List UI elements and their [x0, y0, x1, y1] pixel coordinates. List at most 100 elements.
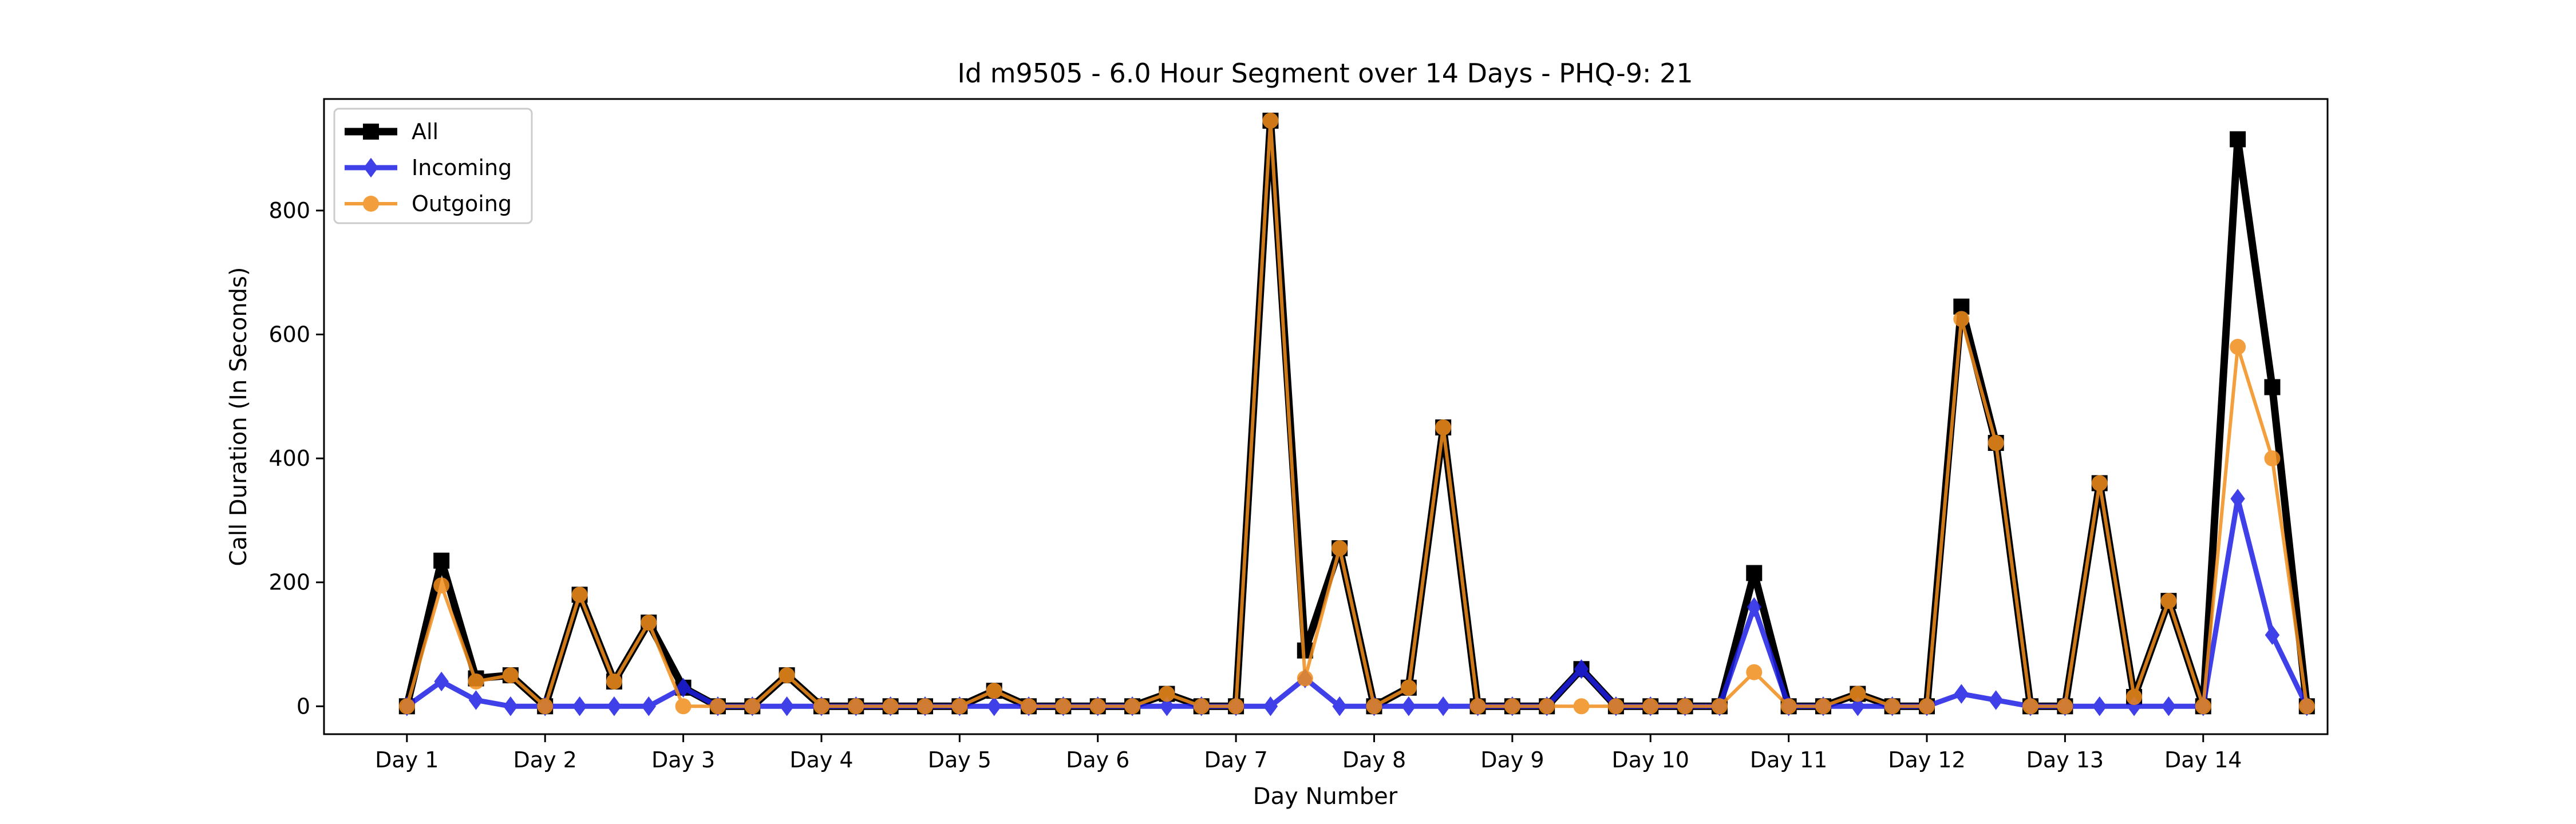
data-point-incoming: [1988, 690, 2004, 710]
series-outgoing: [398, 112, 2315, 715]
x-tick-label: Day 14: [2164, 747, 2242, 772]
legend-box: [333, 108, 533, 224]
data-point-outgoing: [1539, 698, 1555, 715]
x-axis: Day 1 Day 2 Day 3 Day 4 Day 5 Day 6 Day 7 Day 8…: [375, 734, 2242, 772]
data-point-outgoing: [744, 698, 761, 715]
data-point-outgoing: [1919, 698, 1935, 715]
data-point-outgoing: [2195, 698, 2211, 715]
x-tick-label: Day 3: [651, 747, 715, 772]
x-tick-label: Day 8: [1342, 747, 1406, 772]
data-point-outgoing: [1193, 698, 1210, 715]
data-point-incoming: [1747, 597, 1762, 617]
data-point-outgoing: [1021, 698, 1037, 715]
data-point-outgoing: [709, 698, 726, 715]
data-point-outgoing: [1884, 698, 1901, 715]
data-point-outgoing: [848, 698, 864, 715]
data-point-outgoing: [1850, 686, 1866, 702]
data-point-incoming: [503, 696, 518, 716]
legend-label: Incoming: [412, 155, 512, 180]
y-tick-label: 600: [268, 322, 310, 347]
data-point-outgoing: [1297, 670, 1313, 687]
legend-swatch-marker: [363, 124, 379, 140]
data-point-incoming: [1332, 696, 1347, 716]
x-tick-label: Day 1: [375, 747, 438, 772]
data-point-outgoing: [1435, 419, 1452, 435]
data-point-outgoing: [468, 673, 484, 690]
data-point-outgoing: [1228, 698, 1244, 715]
data-point-outgoing: [1573, 698, 1590, 715]
data-point-incoming: [434, 671, 449, 692]
x-tick-label: Day 2: [513, 747, 577, 772]
data-point-outgoing: [1366, 698, 1382, 715]
series-line-incoming: [405, 496, 2309, 709]
data-point-outgoing: [433, 577, 450, 594]
data-point-incoming: [468, 690, 484, 710]
chart-title: Id m9505 - 6.0 Hour Segment over 14 Days…: [957, 58, 1693, 89]
data-point-outgoing: [882, 698, 899, 715]
data-point-incoming: [2092, 696, 2107, 716]
x-tick-label: Day 12: [1888, 747, 1965, 772]
data-point-outgoing: [1780, 698, 1797, 715]
plot-frame: [323, 98, 2329, 735]
x-tick-label: Day 6: [1066, 747, 1129, 772]
y-tick-label: 800: [268, 198, 310, 223]
data-point-incoming: [2161, 696, 2176, 716]
data-point-outgoing: [813, 698, 829, 715]
data-point-outgoing: [1711, 698, 1728, 715]
data-point-outgoing: [1124, 698, 1141, 715]
x-tick-label: Day 7: [1204, 747, 1267, 772]
data-point-all: [2230, 131, 2246, 148]
data-point-incoming: [572, 696, 587, 716]
data-point-outgoing: [641, 615, 657, 631]
data-point-incoming: [641, 696, 656, 716]
legend-entry: [345, 196, 397, 212]
x-tick-label: Day 4: [789, 747, 853, 772]
data-point-all: [1746, 565, 1763, 581]
data-point-outgoing: [1677, 698, 1693, 715]
data-point-incoming: [1954, 684, 1969, 704]
data-point-outgoing: [1400, 679, 1417, 696]
data-point-outgoing: [2022, 698, 2039, 715]
data-point-outgoing: [502, 667, 519, 684]
data-point-outgoing: [2057, 698, 2073, 715]
data-point-outgoing: [1469, 698, 1486, 715]
data-point-outgoing: [537, 698, 554, 715]
data-point-incoming: [2265, 625, 2280, 645]
data-point-all: [433, 552, 450, 569]
data-point-outgoing: [2091, 475, 2108, 492]
data-point-incoming: [607, 696, 622, 716]
data-point-outgoing: [2264, 450, 2281, 467]
data-point-outgoing: [1642, 698, 1659, 715]
data-point-incoming: [1436, 696, 1451, 716]
x-tick-label: Day 13: [2026, 747, 2104, 772]
data-point-outgoing: [606, 673, 622, 690]
data-point-incoming: [1401, 696, 1416, 716]
data-point-incoming: [1850, 696, 1866, 716]
x-tick-label: Day 10: [1612, 747, 1689, 772]
data-point-incoming: [986, 696, 1002, 716]
data-point-incoming: [1159, 696, 1175, 716]
data-point-outgoing: [675, 698, 692, 715]
data-point-outgoing: [1055, 698, 1072, 715]
data-point-outgoing: [1504, 698, 1520, 715]
y-axis: 0 200 400 600 800: [268, 198, 324, 719]
x-axis-label: Day Number: [1253, 783, 1398, 810]
data-point-outgoing: [1089, 698, 1106, 715]
data-point-outgoing: [951, 698, 968, 715]
y-axis-label: Call Duration (In Seconds): [226, 267, 252, 566]
data-point-outgoing: [2126, 689, 2143, 706]
x-tick-label: Day 11: [1750, 747, 1827, 772]
series-line-all: [403, 117, 2311, 710]
data-point-outgoing: [1159, 686, 1175, 702]
data-point-outgoing: [398, 698, 415, 715]
legend-swatch-marker: [363, 196, 379, 212]
legend-entry: [345, 157, 397, 178]
data-point-outgoing: [1746, 664, 1763, 680]
legend-entry: [345, 124, 397, 140]
legend-label: Outgoing: [412, 191, 512, 216]
y-tick-label: 200: [268, 570, 310, 595]
x-tick-label: Day 9: [1480, 747, 1544, 772]
data-point-outgoing: [1607, 698, 1624, 715]
legend-swatch-marker: [364, 157, 378, 178]
data-point-outgoing: [779, 667, 795, 684]
